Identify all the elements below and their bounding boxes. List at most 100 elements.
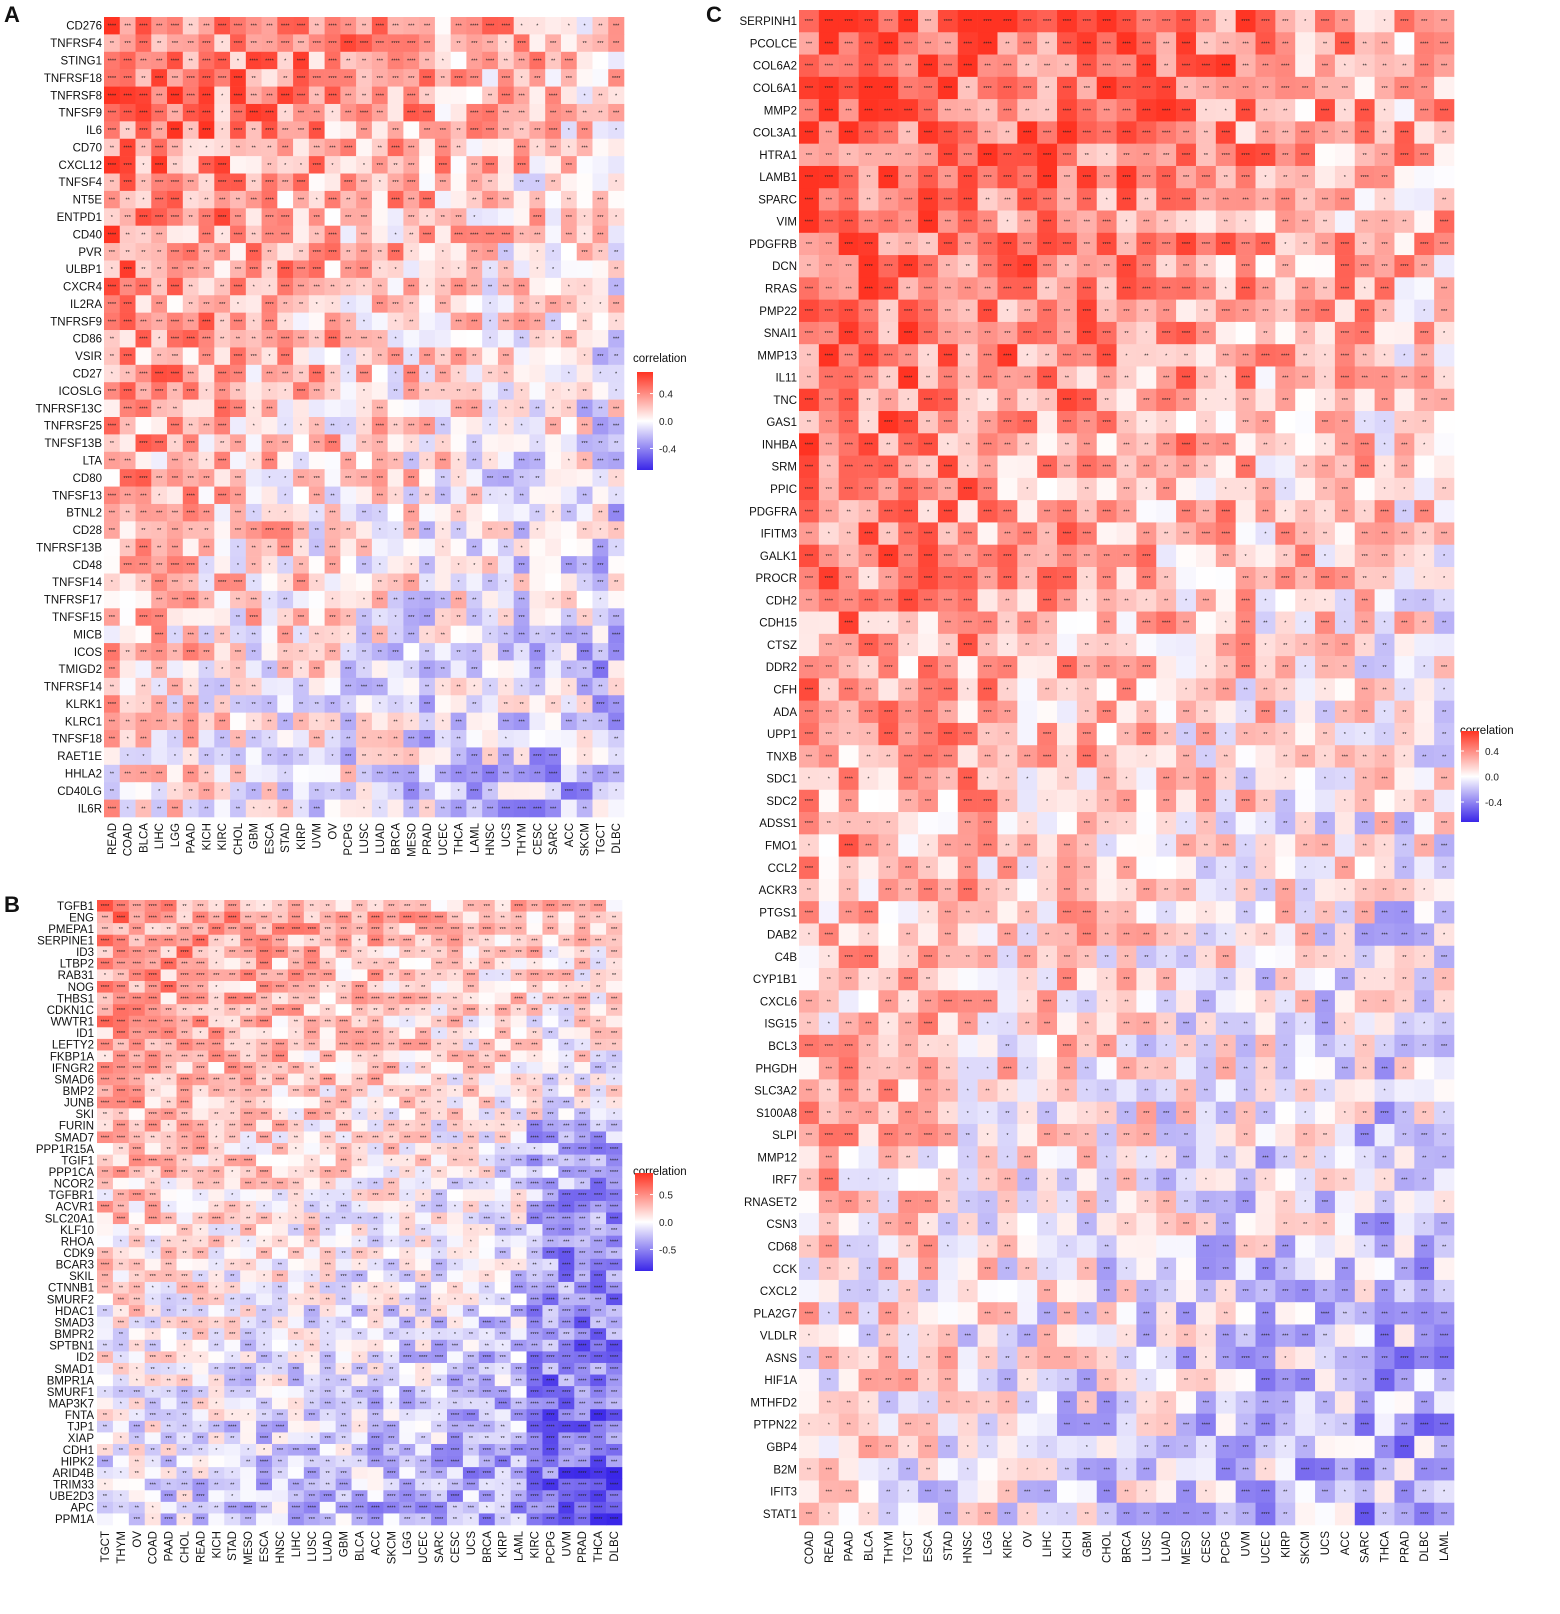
significance-mark: *** [581,145,588,151]
significance-mark: *** [187,719,194,725]
significance-mark: **** [171,128,180,134]
significance-mark: *** [229,1124,236,1130]
heatmap-cell [336,1236,352,1248]
heatmap-cell [246,156,262,174]
heatmap-cell [435,191,451,209]
significance-mark: **** [375,424,384,430]
significance-mark: **** [260,1020,269,1026]
significance-mark: **** [155,111,164,117]
heatmap-cell [495,1305,511,1317]
significance-mark: **** [117,904,126,910]
significance-mark: *** [277,1182,284,1188]
significance-mark: **** [155,215,164,221]
heatmap-cell [495,1189,511,1201]
heatmap-cell [356,139,372,157]
significance-mark: *** [388,904,395,910]
heatmap-cell [208,1062,224,1074]
heatmap-cell [199,730,215,748]
heatmap-cell [167,765,183,783]
significance-mark: *** [611,996,618,1002]
significance-mark: *** [324,1112,331,1118]
significance-mark: *** [261,1054,268,1060]
heatmap-cell [104,556,120,574]
significance-mark: **** [502,232,511,238]
heatmap-cell [288,1050,304,1062]
significance-mark: *** [468,1309,475,1315]
significance-mark: *** [187,702,194,708]
heatmap-cell [336,1062,352,1074]
significance-mark: *** [452,962,459,968]
heatmap-cell [309,174,325,192]
significance-mark: *** [229,1205,236,1211]
significance-mark: *** [471,250,478,256]
significance-mark: *** [503,754,510,760]
significance-mark: *** [156,667,163,673]
significance-mark: **** [470,111,479,117]
heatmap-cell [558,1027,574,1039]
heatmap-cell [606,981,622,993]
significance-mark: *** [547,1101,554,1107]
significance-mark: *** [531,1043,538,1049]
significance-mark: **** [132,927,141,933]
significance-mark: **** [371,973,380,979]
heatmap-cell [592,800,608,818]
significance-mark: **** [180,1077,189,1083]
significance-mark: *** [613,24,620,30]
heatmap-cell [466,417,482,435]
significance-mark: *** [102,1182,109,1188]
significance-mark: *** [420,1031,427,1037]
heatmap-cell [447,1236,463,1248]
heatmap-cell [272,1201,288,1213]
significance-mark: *** [487,198,494,204]
significance-mark: **** [328,93,337,99]
significance-mark: **** [562,1228,571,1234]
significance-mark: *** [361,250,368,256]
cancer-label: KIRC [217,823,229,850]
heatmap-cell [113,1178,129,1190]
significance-mark: **** [281,41,290,47]
significance-mark: **** [578,1286,587,1292]
significance-mark: *** [408,632,415,638]
significance-mark: **** [612,632,621,638]
heatmap-cell [97,1143,113,1155]
heatmap-cell [561,521,577,539]
significance-mark: **** [323,1054,332,1060]
significance-mark: *** [515,1182,522,1188]
significance-mark: **** [186,337,195,343]
heatmap-cell [240,981,256,993]
significance-mark: **** [218,58,227,64]
significance-mark: *** [597,41,604,47]
significance-mark: **** [355,996,364,1002]
legend-tick-label: -0.4 [659,444,677,455]
significance-mark: *** [531,1112,538,1118]
gene-label: TNFSF4 [59,177,103,189]
heatmap-cell [498,330,514,348]
significance-mark: *** [424,41,431,47]
significance-mark: **** [281,545,290,551]
heatmap-cell [577,156,593,174]
significance-mark: **** [423,76,432,82]
heatmap-cell [129,1247,145,1259]
significance-mark: *** [611,1008,618,1014]
heatmap-cell [199,608,215,626]
heatmap-cell [451,295,467,313]
significance-mark: **** [260,950,269,956]
significance-mark: **** [265,128,274,134]
significance-mark: *** [124,24,131,30]
significance-mark: *** [613,424,620,430]
significance-mark: **** [139,128,148,134]
significance-mark: **** [387,1066,396,1072]
cancer-label: PCPG [343,823,355,856]
significance-mark: *** [203,267,210,273]
significance-mark: **** [594,1263,603,1269]
significance-mark: **** [148,1054,157,1060]
significance-mark: **** [323,973,332,979]
significance-mark: *** [404,1135,411,1141]
significance-mark: *** [547,996,554,1002]
heatmap-cell [608,660,624,678]
significance-mark: *** [361,180,368,186]
heatmap-cell [246,487,262,505]
heatmap-cell [272,1166,288,1178]
significance-mark: *** [613,111,620,117]
heatmap-cell [388,678,404,696]
